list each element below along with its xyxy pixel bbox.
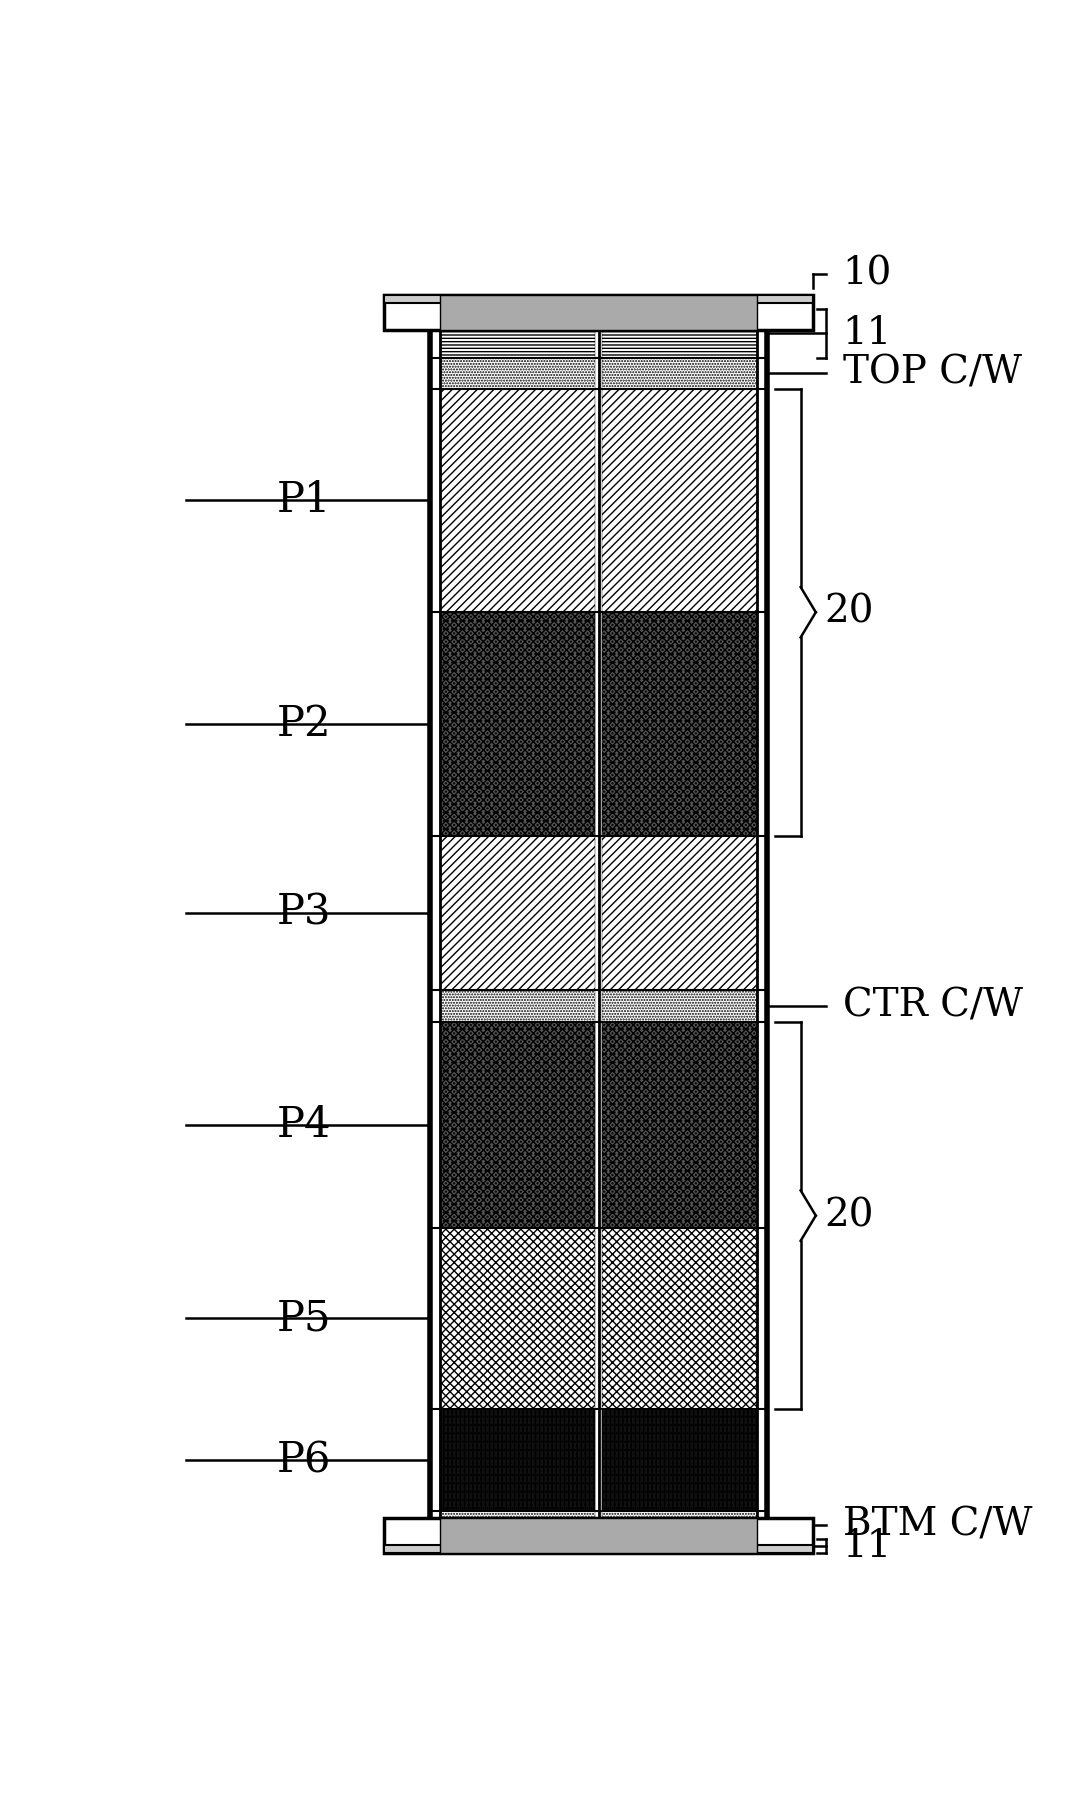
Bar (384, 294, 813, 331)
Bar (441, 1022, 595, 1228)
Text: P6: P6 (277, 1440, 331, 1482)
Bar (441, 389, 595, 612)
Text: P1: P1 (277, 479, 331, 521)
Bar (602, 358, 757, 389)
Bar (441, 612, 595, 835)
Bar (602, 1511, 757, 1540)
Bar (602, 1409, 757, 1511)
Text: 20: 20 (824, 594, 874, 630)
Bar (441, 1409, 595, 1511)
Text: P2: P2 (277, 703, 331, 745)
Text: P5: P5 (277, 1297, 331, 1340)
Bar (441, 1511, 595, 1540)
Text: BTM C/W: BTM C/W (843, 1507, 1032, 1544)
Text: 10: 10 (843, 256, 892, 292)
Bar (384, 294, 813, 303)
Text: 11: 11 (843, 314, 892, 352)
Bar (441, 1022, 595, 1228)
Bar (384, 1545, 813, 1553)
Bar (441, 990, 595, 1022)
Bar (441, 1540, 595, 1553)
Bar (602, 389, 757, 612)
Text: TOP C/W: TOP C/W (843, 354, 1022, 392)
Text: P3: P3 (277, 892, 331, 933)
Bar (602, 309, 757, 358)
Bar (441, 1409, 595, 1511)
Bar (441, 1228, 595, 1409)
Bar (441, 1518, 757, 1553)
Bar (602, 1022, 757, 1228)
Bar (602, 1228, 757, 1409)
Bar (441, 309, 595, 358)
Bar (602, 1540, 757, 1553)
Bar (441, 612, 595, 835)
Text: 11: 11 (843, 1527, 892, 1565)
Bar (602, 835, 757, 990)
Bar (602, 1022, 757, 1228)
Bar (602, 612, 757, 835)
Bar (441, 358, 595, 389)
Bar (441, 835, 595, 990)
Bar (602, 990, 757, 1022)
Bar (602, 612, 757, 835)
Bar (602, 1409, 757, 1511)
Text: CTR C/W: CTR C/W (843, 988, 1023, 1024)
Text: 20: 20 (824, 1197, 874, 1235)
Bar (384, 1518, 813, 1553)
Bar (441, 294, 757, 331)
Text: P4: P4 (277, 1104, 331, 1146)
